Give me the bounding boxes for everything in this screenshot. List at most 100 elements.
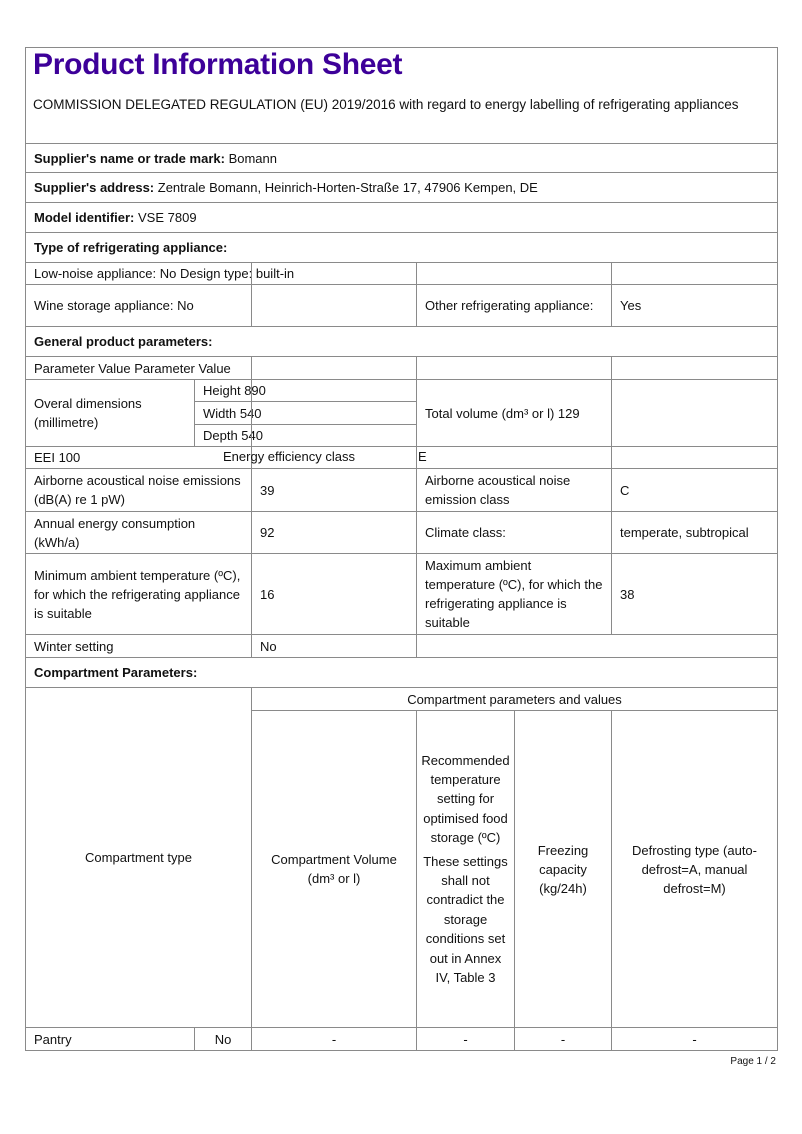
- field-value: 16: [260, 586, 275, 602]
- wine-storage-cell: Wine storage appliance: No: [25, 284, 252, 327]
- compartment-row-freezing: -: [514, 1027, 612, 1051]
- field-value: VSE 7809: [138, 210, 197, 225]
- compartment-row-volume-text: -: [332, 1030, 336, 1049]
- defrost-header: Defrosting type (auto-defrost=A, manual …: [611, 710, 778, 1028]
- empty-cell: [251, 401, 417, 425]
- dimensions-label-text: Overal dimensions (millimetre): [34, 394, 186, 432]
- field-value: EEI 100: [34, 450, 81, 465]
- winter-value-text: No: [260, 637, 277, 656]
- field-value: Freezing capacity (kg/24h): [537, 842, 589, 896]
- annual-energy-value-text: 92: [260, 523, 274, 542]
- annual-energy-label: Annual energy consumption (kWh/a): [25, 511, 252, 554]
- max-temp-value-text: 38: [620, 585, 634, 604]
- page-number: Page 1 / 2: [730, 1056, 776, 1067]
- field-value: Defrosting type (auto-defrost=A, manual …: [631, 842, 757, 896]
- field-value: Bomann: [228, 150, 277, 166]
- empty-cell: [416, 262, 612, 285]
- field-value: No: [260, 638, 277, 654]
- compartment-heading-row-text: Compartment Parameters:: [34, 663, 197, 682]
- field-value: Zentrale Bomann, Heinrich-Horten-Straße …: [157, 180, 538, 195]
- rec-temp-header: Recommended temperature setting for opti…: [416, 710, 515, 1028]
- empty-cell: [611, 446, 778, 469]
- field-value: Pantry: [34, 1031, 72, 1047]
- field-value: Other refrigerating appliance:: [425, 298, 594, 313]
- freezing-header: Freezing capacity (kg/24h): [514, 710, 612, 1028]
- rec-temp-text: Recommended temperature setting for opti…: [421, 752, 510, 846]
- energy-class-label: Energy efficiency class: [223, 449, 355, 464]
- dimension-width: Width 540: [194, 401, 262, 425]
- defrost-header-text: Defrosting type (auto-defrost=A, manual …: [620, 841, 769, 898]
- compartment-row-defrost: -: [611, 1027, 778, 1051]
- low-noise-cell-text: Low-noise appliance: No Design type: bui…: [34, 264, 294, 283]
- field-value: No: [214, 1031, 232, 1047]
- field-value: Annual energy consumption (kWh/a): [34, 515, 196, 550]
- empty-cell: [251, 356, 417, 380]
- wine-storage-cell-text: Wine storage appliance: No: [34, 296, 194, 315]
- other-appliance-label: Other refrigerating appliance:: [416, 284, 612, 327]
- param-header-cell-text: Parameter Value Parameter Value: [34, 359, 231, 378]
- field-value: Airborne acoustical noise emission class: [425, 473, 571, 507]
- field-value: Compartment Volume (dm³ or l): [271, 852, 397, 886]
- field-label: Model identifier:: [34, 210, 135, 225]
- min-temp-value-text: 16: [260, 585, 274, 604]
- field-value: Overal dimensions (millimetre): [34, 396, 142, 430]
- min-temp-label: Minimum ambient temperature (ºC), for wh…: [25, 553, 252, 635]
- field-value: Total volume (dm³ or l) 129: [425, 405, 580, 421]
- noise-label-text: Airborne acoustical noise emissions (dB(…: [34, 471, 243, 509]
- field-value: Low-noise appliance: No Design type: bui…: [34, 266, 295, 281]
- climate-value-text: temperate, subtropical: [620, 523, 749, 542]
- field-label: General product parameters:: [34, 334, 213, 349]
- max-temp-label: Maximum ambient temperature (ºC), for wh…: [416, 553, 612, 635]
- min-temp-value: 16: [251, 553, 417, 635]
- field-value: Maximum ambient temperature (ºC), for wh…: [425, 558, 603, 630]
- field-value: Minimum ambient temperature (ºC), for wh…: [34, 567, 241, 621]
- page-title: Product Information Sheet: [33, 48, 403, 81]
- freezing-header-text: Freezing capacity (kg/24h): [523, 841, 603, 898]
- compartment-row-defrost-text: -: [692, 1030, 696, 1049]
- other-appliance-label-text: Other refrigerating appliance:: [425, 296, 593, 315]
- energy-class-value-text: E: [418, 449, 427, 464]
- climate-value: temperate, subtropical: [611, 511, 778, 554]
- field-label: Supplier's address:: [34, 180, 155, 195]
- annual-energy-value: 92: [251, 511, 417, 554]
- total-volume-cell: Total volume (dm³ or l) 129: [416, 379, 612, 447]
- noise-class-value-text: C: [620, 481, 629, 500]
- volume-header: Compartment Volume (dm³ or l): [251, 710, 417, 1028]
- field-value: Depth 540: [203, 428, 263, 443]
- dimension-height-text: Height 890: [203, 381, 266, 400]
- compartment-row-rec-temp: -: [416, 1027, 515, 1051]
- field-label: Supplier's name or trade mark:: [34, 150, 225, 166]
- model-identifier-row: Model identifier: VSE 7809: [25, 202, 778, 233]
- compartment-row-rec-temp-text: -: [463, 1030, 467, 1049]
- rec-temp-note: These settings shall not contradict the …: [423, 853, 508, 986]
- field-value: -: [560, 1031, 566, 1047]
- annual-energy-label-text: Annual energy consumption (kWh/a): [34, 514, 243, 552]
- supplier-address-row-text: Supplier's address: Zentrale Bomann, Hei…: [34, 178, 538, 197]
- compartment-type-header: Compartment type: [25, 687, 252, 1028]
- supplier-name-row-text: Supplier's name or trade mark: Bomann: [34, 149, 277, 168]
- empty-cell: [251, 379, 417, 402]
- field-value: -: [692, 1031, 697, 1047]
- empty-cell: [416, 356, 612, 380]
- climate-label-text: Climate class:: [425, 523, 506, 542]
- winter-label: Winter setting: [25, 634, 252, 658]
- empty-cell: [251, 284, 417, 327]
- field-value: 39: [260, 482, 275, 498]
- noise-class-label-text: Airborne acoustical noise emission class: [425, 471, 603, 509]
- field-value: Height 890: [203, 383, 266, 398]
- other-appliance-value-text: Yes: [620, 296, 641, 315]
- type-heading-row: Type of refrigerating appliance:: [25, 232, 778, 263]
- compartment-row-type: Pantry: [25, 1027, 195, 1051]
- supplier-address-row: Supplier's address: Zentrale Bomann, Hei…: [25, 172, 778, 203]
- volume-header-text: Compartment Volume (dm³ or l): [260, 850, 408, 888]
- type-heading-row-text: Type of refrigerating appliance:: [34, 238, 227, 257]
- max-temp-label-text: Maximum ambient temperature (ºC), for wh…: [425, 556, 603, 632]
- noise-class-label: Airborne acoustical noise emission class: [416, 468, 612, 512]
- field-value: Width 540: [203, 405, 262, 421]
- field-value: C: [620, 482, 630, 498]
- noise-value: 39: [251, 468, 417, 512]
- field-label: Type of refrigerating appliance:: [34, 240, 228, 255]
- compartment-heading-row: Compartment Parameters:: [25, 657, 778, 688]
- general-heading-row: General product parameters:: [25, 326, 778, 357]
- field-value: Winter setting: [34, 638, 114, 654]
